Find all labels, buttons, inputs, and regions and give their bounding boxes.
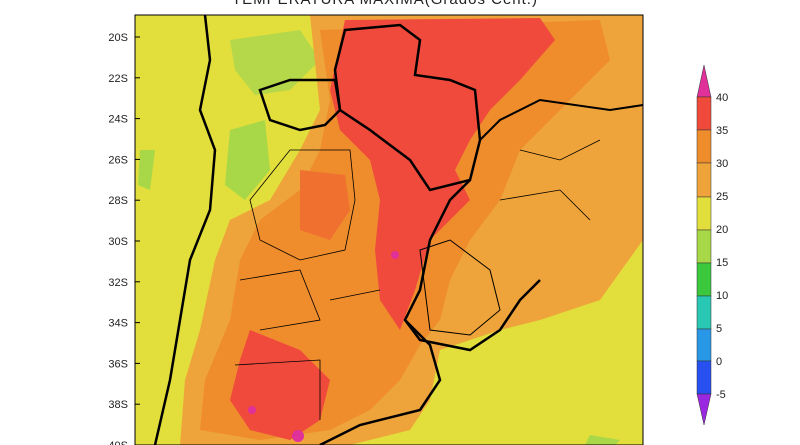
latitude-label: 38S — [108, 399, 128, 411]
colorbar-label: 40 — [716, 92, 728, 104]
colorbar-labels: 40 35 30 25 20 15 10 5 0 -5 — [716, 92, 728, 401]
latitude-label: 30S — [108, 236, 128, 248]
colorbar-label: 25 — [716, 191, 728, 203]
latitude-label: 36S — [108, 358, 128, 370]
latitude-label: 34S — [108, 318, 128, 330]
map-title: TEMPERATURA MAXIMA(Grados Cent.) — [232, 0, 538, 8]
colorbar-label: 5 — [716, 323, 722, 335]
colorbar — [696, 64, 712, 426]
latitude-label: 28S — [108, 195, 128, 207]
colorbar-label: 0 — [716, 356, 722, 368]
colorbar-label: 15 — [716, 257, 728, 269]
latitude-label: 22S — [108, 73, 128, 85]
latitude-label: 20S — [108, 32, 128, 44]
latitude-label: 32S — [108, 277, 128, 289]
borders — [153, 15, 643, 445]
colorbar-label: -5 — [716, 389, 726, 401]
colorbar-label: 35 — [716, 125, 728, 137]
colorbar-label: 30 — [716, 158, 728, 170]
map-frame — [134, 14, 644, 445]
latitude-axis: 20S 22S 24S 26S 28S 30S 32S 34S 36S 38S 40S — [108, 32, 140, 445]
temperature-field — [135, 15, 643, 445]
colorbar-label: 10 — [716, 290, 728, 302]
latitude-label: 40S — [108, 440, 128, 445]
colorbar-label: 20 — [716, 224, 728, 236]
latitude-label: 26S — [108, 154, 128, 166]
latitude-label: 24S — [108, 114, 128, 126]
